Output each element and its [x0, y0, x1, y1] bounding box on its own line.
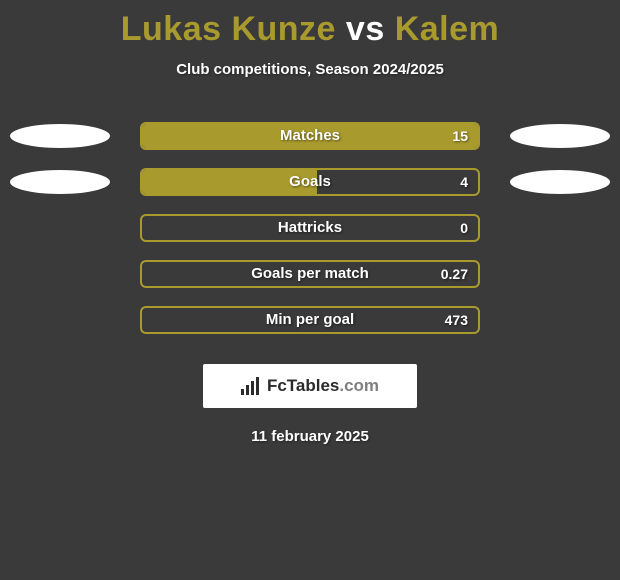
date-label: 11 february 2025	[0, 428, 620, 445]
stat-bar	[140, 306, 480, 334]
stat-row: Min per goal473	[0, 306, 620, 334]
stat-row: Goals per match0.27	[0, 260, 620, 288]
stat-bar	[140, 122, 480, 150]
player1-bubble	[10, 170, 110, 194]
title-player2: Kalem	[395, 10, 500, 48]
stat-bar	[140, 168, 480, 196]
stat-row: Matches15	[0, 122, 620, 150]
stat-bar-fill	[142, 170, 317, 194]
stat-row: Hattricks0	[0, 214, 620, 242]
brand-name: FcTables	[267, 376, 339, 395]
stat-row: Goals4	[0, 168, 620, 196]
player2-bubble	[510, 124, 610, 148]
title-vs: vs	[336, 10, 395, 48]
player2-bubble	[510, 170, 610, 194]
stat-bar	[140, 214, 480, 242]
brand-suffix: .com	[339, 376, 379, 395]
chart-bars-icon	[241, 377, 263, 395]
brand-badge: FcTables.com	[203, 364, 417, 408]
stats-container: Matches15 Goals4 Hattricks0 Goals per match…	[0, 122, 620, 334]
stat-bar	[140, 260, 480, 288]
page-title: Lukas Kunze vs Kalem	[0, 0, 620, 49]
title-player1: Lukas Kunze	[121, 10, 336, 48]
stat-bar-fill	[142, 124, 478, 148]
brand-text: FcTables.com	[267, 376, 379, 396]
subtitle: Club competitions, Season 2024/2025	[0, 61, 620, 78]
player1-bubble	[10, 124, 110, 148]
